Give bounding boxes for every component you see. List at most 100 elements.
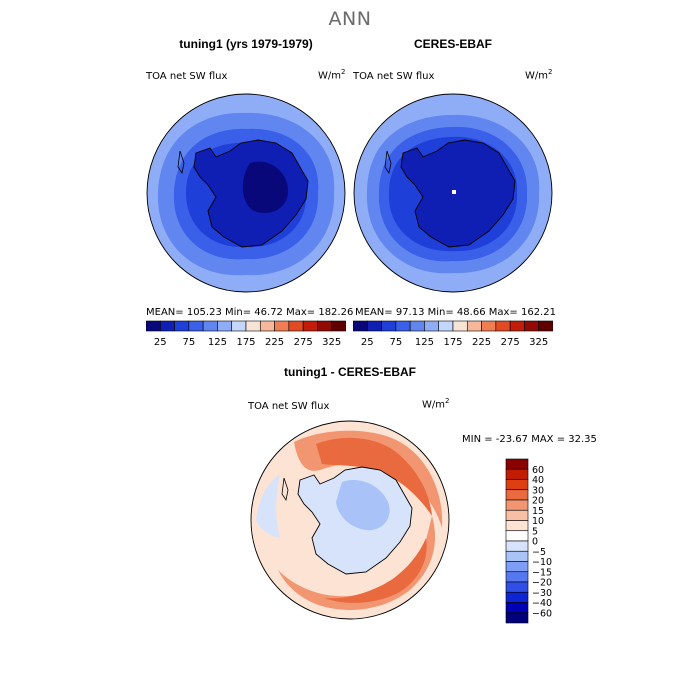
- units-label-tuning1: W/m2: [318, 68, 346, 82]
- map-ceres: [353, 93, 553, 293]
- map-border: [353, 93, 553, 293]
- colorbar-box: [505, 530, 529, 542]
- map-border: [146, 93, 346, 293]
- colorbar-box: [217, 320, 233, 332]
- variable-label-tuning1: TOA net SW flux: [146, 71, 228, 82]
- colorbar-tick-label: 325: [322, 337, 341, 348]
- colorbar-tick-label: 75: [389, 337, 402, 348]
- coastline-fragment: [281, 477, 289, 502]
- colorbar-tick-label: −60: [532, 608, 552, 619]
- colorbar-box: [452, 320, 468, 332]
- antarctica-outline: [400, 139, 516, 248]
- colorbar-box: [259, 320, 275, 332]
- colorbar-tick-label: 225: [472, 337, 491, 348]
- colorbar-tick-label: 125: [208, 337, 227, 348]
- colorbar-tick-label: 275: [294, 337, 313, 348]
- colorbar-tick-label: 25: [154, 337, 167, 348]
- contour-band-positive: [324, 538, 427, 603]
- colorbar-tick-label: 0: [532, 537, 538, 548]
- colorbar-tick-label: 5: [532, 526, 538, 537]
- colorbar-box: [505, 540, 529, 552]
- colorbar-tick-label: 20: [532, 496, 544, 507]
- colorbar-box: [505, 489, 529, 501]
- map-difference: [250, 420, 450, 620]
- colorbar-tick-label: 325: [529, 337, 548, 348]
- colorbar-tuning1: 2575125175225275325375: [146, 320, 346, 348]
- colorbar-box: [538, 320, 553, 332]
- colorbar-box: [395, 320, 411, 332]
- contour-band-positive: [316, 437, 432, 516]
- contour-band-negative: [256, 474, 280, 538]
- colorbar-box: [505, 612, 529, 624]
- colorbar-tick-label: −15: [532, 567, 552, 578]
- colorbar-tick-label: −30: [532, 588, 552, 599]
- colorbar-box: [274, 320, 290, 332]
- variable-label-ceres: TOA net SW flux: [353, 71, 435, 82]
- colorbar-box: [174, 320, 190, 332]
- coastline-fragment: [177, 150, 185, 175]
- colorbar-box: [202, 320, 218, 332]
- colorbar-box: [424, 320, 440, 332]
- colorbar-tick-label: 175: [443, 337, 462, 348]
- colorbar-tick-label: −40: [532, 598, 552, 609]
- contour-band-negative: [336, 480, 390, 531]
- colorbar-tick-label: 75: [182, 337, 195, 348]
- colorbar-tick-label: 40: [532, 475, 544, 486]
- colorbar-box: [505, 499, 529, 511]
- colorbar-box: [509, 320, 525, 332]
- colorbar-box: [505, 581, 529, 593]
- colorbar-tick-label: 60: [532, 465, 544, 476]
- colorbar-box: [505, 602, 529, 614]
- colorbar-tick-label: 125: [415, 337, 434, 348]
- colorbar-box: [466, 320, 482, 332]
- stats-ceres: MEAN= 97.13 Min= 48.66 Max= 162.21: [355, 307, 556, 318]
- colorbar-tick-label: 10: [532, 516, 544, 527]
- colorbar-box: [481, 320, 497, 332]
- units-label-difference: W/m2: [422, 397, 450, 411]
- colorbar-box: [302, 320, 318, 332]
- colorbar-tick-label: 275: [501, 337, 520, 348]
- colorbar-tick-label: −20: [532, 578, 552, 589]
- units-label-ceres: W/m2: [525, 68, 553, 82]
- colorbar-box: [188, 320, 204, 332]
- colorbar-box: [317, 320, 333, 332]
- figure-title: ANN: [328, 8, 372, 30]
- colorbar-box: [505, 468, 529, 480]
- contour-band-interior: [242, 161, 288, 213]
- coastline-fragment: [384, 150, 392, 175]
- colorbar-box: [159, 320, 175, 332]
- colorbar-tick-label: 175: [236, 337, 255, 348]
- colorbar-box: [505, 550, 529, 562]
- map-tuning1: [146, 93, 346, 293]
- colorbar-box: [331, 320, 346, 332]
- colorbar-box: [505, 520, 529, 532]
- colorbar-box: [505, 561, 529, 573]
- colorbar-box: [381, 320, 397, 332]
- colorbar-box: [505, 591, 529, 603]
- colorbar-box: [495, 320, 511, 332]
- colorbar-tick-label: −10: [532, 557, 552, 568]
- colorbar-tick-label: 225: [265, 337, 284, 348]
- colorbar-tick-label: 15: [532, 506, 544, 517]
- colorbar-box: [245, 320, 261, 332]
- colorbar-box: [366, 320, 382, 332]
- panel-title-ceres: CERES-EBAF: [413, 37, 492, 51]
- stats-difference: MIN = -23.67 MAX = 32.35: [462, 434, 597, 445]
- colorbar-ceres: 2575125175225275325375: [353, 320, 553, 348]
- panel-title-difference: tuning1 - CERES-EBAF: [284, 365, 416, 379]
- colorbar-tick-label: 30: [532, 485, 544, 496]
- colorbar-tick-label: −5: [532, 547, 546, 558]
- colorbar-box: [409, 320, 425, 332]
- colorbar-box: [505, 479, 529, 491]
- variable-label-difference: TOA net SW flux: [248, 401, 330, 412]
- map-border: [250, 420, 450, 620]
- colorbar-box: [505, 509, 529, 521]
- panel-title-tuning1: tuning1 (yrs 1979-1979): [179, 37, 313, 51]
- colorbar-box: [505, 571, 529, 583]
- colorbar-box: [438, 320, 454, 332]
- colorbar-box: [505, 458, 529, 470]
- colorbar-box: [231, 320, 247, 332]
- stats-tuning1: MEAN= 105.23 Min= 46.72 Max= 182.26: [146, 307, 354, 318]
- colorbar-tick-label: 25: [361, 337, 374, 348]
